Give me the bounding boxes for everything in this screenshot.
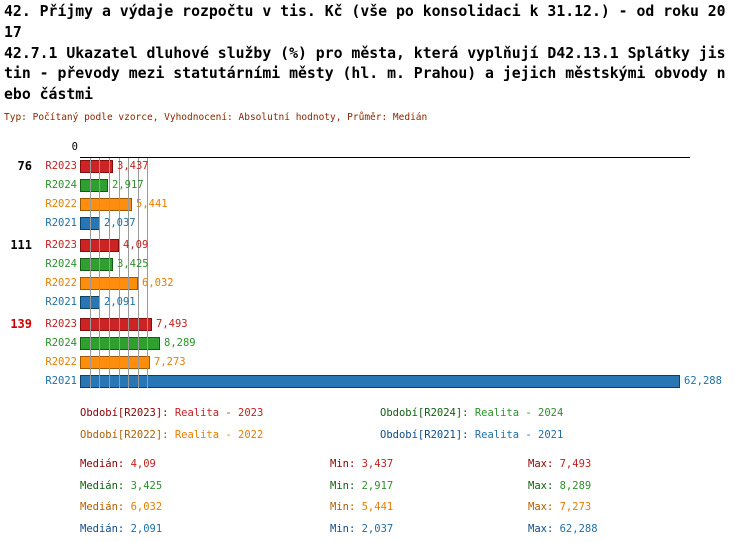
bar-value-label: 6,032 (142, 277, 174, 289)
legend-item-R2024: Období[R2024]: Realita - 2024 (380, 406, 563, 420)
stat-value: 3,425 (130, 479, 163, 492)
gridline (137, 158, 139, 388)
legend-item-prefix: Období[R2022]: (80, 429, 175, 441)
stat-label: Max: (528, 522, 560, 535)
bar-series-label: R2022 (45, 356, 77, 368)
chart-legend: Období[R2023]: Realita - 2023 Období[R202… (0, 401, 750, 447)
bar (80, 198, 132, 211)
stat-value: 8,289 (559, 479, 592, 492)
gridline (128, 158, 130, 388)
bar-series-label: R2024 (45, 337, 77, 349)
chart-header: 42. Příjmy a výdaje rozpočtu v tis. Kč (… (4, 2, 732, 124)
bar (80, 258, 113, 271)
stat-value: 6,032 (130, 501, 163, 513)
bar-value-label: 62,288 (684, 375, 722, 387)
group-label: 76 (17, 159, 32, 173)
chart-meta: Typ: Počítaný podle vzorce, Vyhodnocení:… (4, 111, 428, 123)
chart-title: 42. Příjmy a výdaje rozpočtu v tis. Kč (… (4, 3, 726, 41)
group-label: 111 (10, 238, 32, 252)
legend-item-prefix: Období[R2021]: (380, 429, 475, 441)
stat-value: 2,037 (361, 522, 394, 535)
bar-series-label: R2022 (45, 277, 77, 289)
stat-median: Medián: 4,09 (80, 457, 156, 471)
stat-label: Medián: (80, 479, 131, 492)
chart-indicator-title: 42.7.1 Ukazatel dluhové služby (%) pro m… (4, 44, 726, 104)
stat-min: Min: 5,441 (330, 500, 393, 514)
bar-value-label: 7,493 (156, 318, 188, 330)
gridline (99, 158, 101, 388)
bar-value-label: 3,437 (117, 160, 149, 172)
bar-series-label: R2023 (45, 160, 77, 172)
legend-item-R2021: Období[R2021]: Realita - 2021 (380, 428, 563, 442)
bar (80, 356, 150, 369)
stat-label: Max: (528, 458, 560, 470)
stat-min: Min: 3,437 (330, 457, 393, 471)
bar (80, 318, 152, 331)
stat-label: Min: (330, 522, 362, 535)
stat-max: Max: 62,288 (528, 522, 598, 536)
stat-max: Max: 7,493 (528, 457, 591, 471)
bar (80, 179, 108, 192)
stat-label: Min: (330, 458, 362, 470)
gridline (108, 158, 110, 388)
stat-value: 2,091 (130, 522, 163, 535)
bar-value-label: 7,273 (154, 356, 186, 368)
legend-item-R2022: Období[R2022]: Realita - 2022 (80, 428, 263, 442)
stat-max: Max: 8,289 (528, 479, 591, 493)
bar-value-label: 8,289 (164, 337, 196, 349)
bar-series-label: R2021 (45, 217, 77, 229)
gridline (147, 158, 149, 388)
stat-label: Medián: (80, 522, 131, 535)
stat-min: Min: 2,917 (330, 479, 393, 493)
stat-value: 7,273 (559, 501, 592, 513)
stat-value: 5,441 (361, 501, 394, 513)
legend-item-label: Realita - 2024 (474, 407, 564, 419)
bar (80, 160, 113, 173)
stat-value: 62,288 (559, 522, 598, 535)
chart-stats: Medián: 4,09 Min: 3,437 Max: 7,493 Medián: … (0, 452, 750, 540)
legend-item-prefix: Období[R2024]: (380, 407, 475, 419)
legend-item-R2023: Období[R2023]: Realita - 2023 (80, 406, 263, 420)
bar-series-label: R2024 (45, 258, 77, 270)
stat-label: Min: (330, 479, 362, 492)
gridline (118, 158, 120, 388)
stat-label: Min: (330, 501, 362, 513)
stat-value: 4,09 (130, 458, 156, 470)
legend-item-label: Realita - 2021 (474, 429, 564, 441)
bar-series-label: R2024 (45, 179, 77, 191)
bar-value-label: 2,917 (112, 179, 144, 191)
bar-value-label: 3,425 (117, 258, 149, 270)
legend-item-label: Realita - 2022 (174, 429, 264, 441)
axis-line (80, 157, 690, 158)
legend-item-label: Realita - 2023 (174, 407, 264, 419)
stat-label: Medián: (80, 458, 131, 470)
legend-item-prefix: Období[R2023]: (80, 407, 175, 419)
bar-value-label: 2,091 (104, 296, 136, 308)
bar (80, 375, 680, 388)
stat-label: Medián: (80, 501, 131, 513)
gridline (89, 158, 91, 388)
bar-value-label: 5,441 (136, 198, 168, 210)
bar-value-label: 4,09 (123, 239, 149, 251)
stat-min: Min: 2,037 (330, 522, 393, 536)
bar-series-label: R2022 (45, 198, 77, 210)
stat-value: 7,493 (559, 458, 592, 470)
stat-median: Medián: 6,032 (80, 500, 162, 514)
stat-value: 2,917 (361, 479, 394, 492)
bar-chart: 0 76 R2023 3,437 R2024 2,917 R2022 5,441 R2021 2,… (0, 135, 750, 398)
bar-series-label: R2023 (45, 239, 77, 251)
bar-value-label: 2,037 (104, 217, 136, 229)
axis-zero-label: 0 (71, 141, 78, 153)
bar-series-label: R2021 (45, 375, 77, 387)
bar-series-label: R2023 (45, 318, 77, 330)
stat-median: Medián: 3,425 (80, 479, 162, 493)
bar-series-label: R2021 (45, 296, 77, 308)
stat-max: Max: 7,273 (528, 500, 591, 514)
stat-median: Medián: 2,091 (80, 522, 162, 536)
stat-value: 3,437 (361, 458, 394, 470)
group-label: 139 (10, 317, 32, 331)
stat-label: Max: (528, 501, 560, 513)
stat-label: Max: (528, 479, 560, 492)
